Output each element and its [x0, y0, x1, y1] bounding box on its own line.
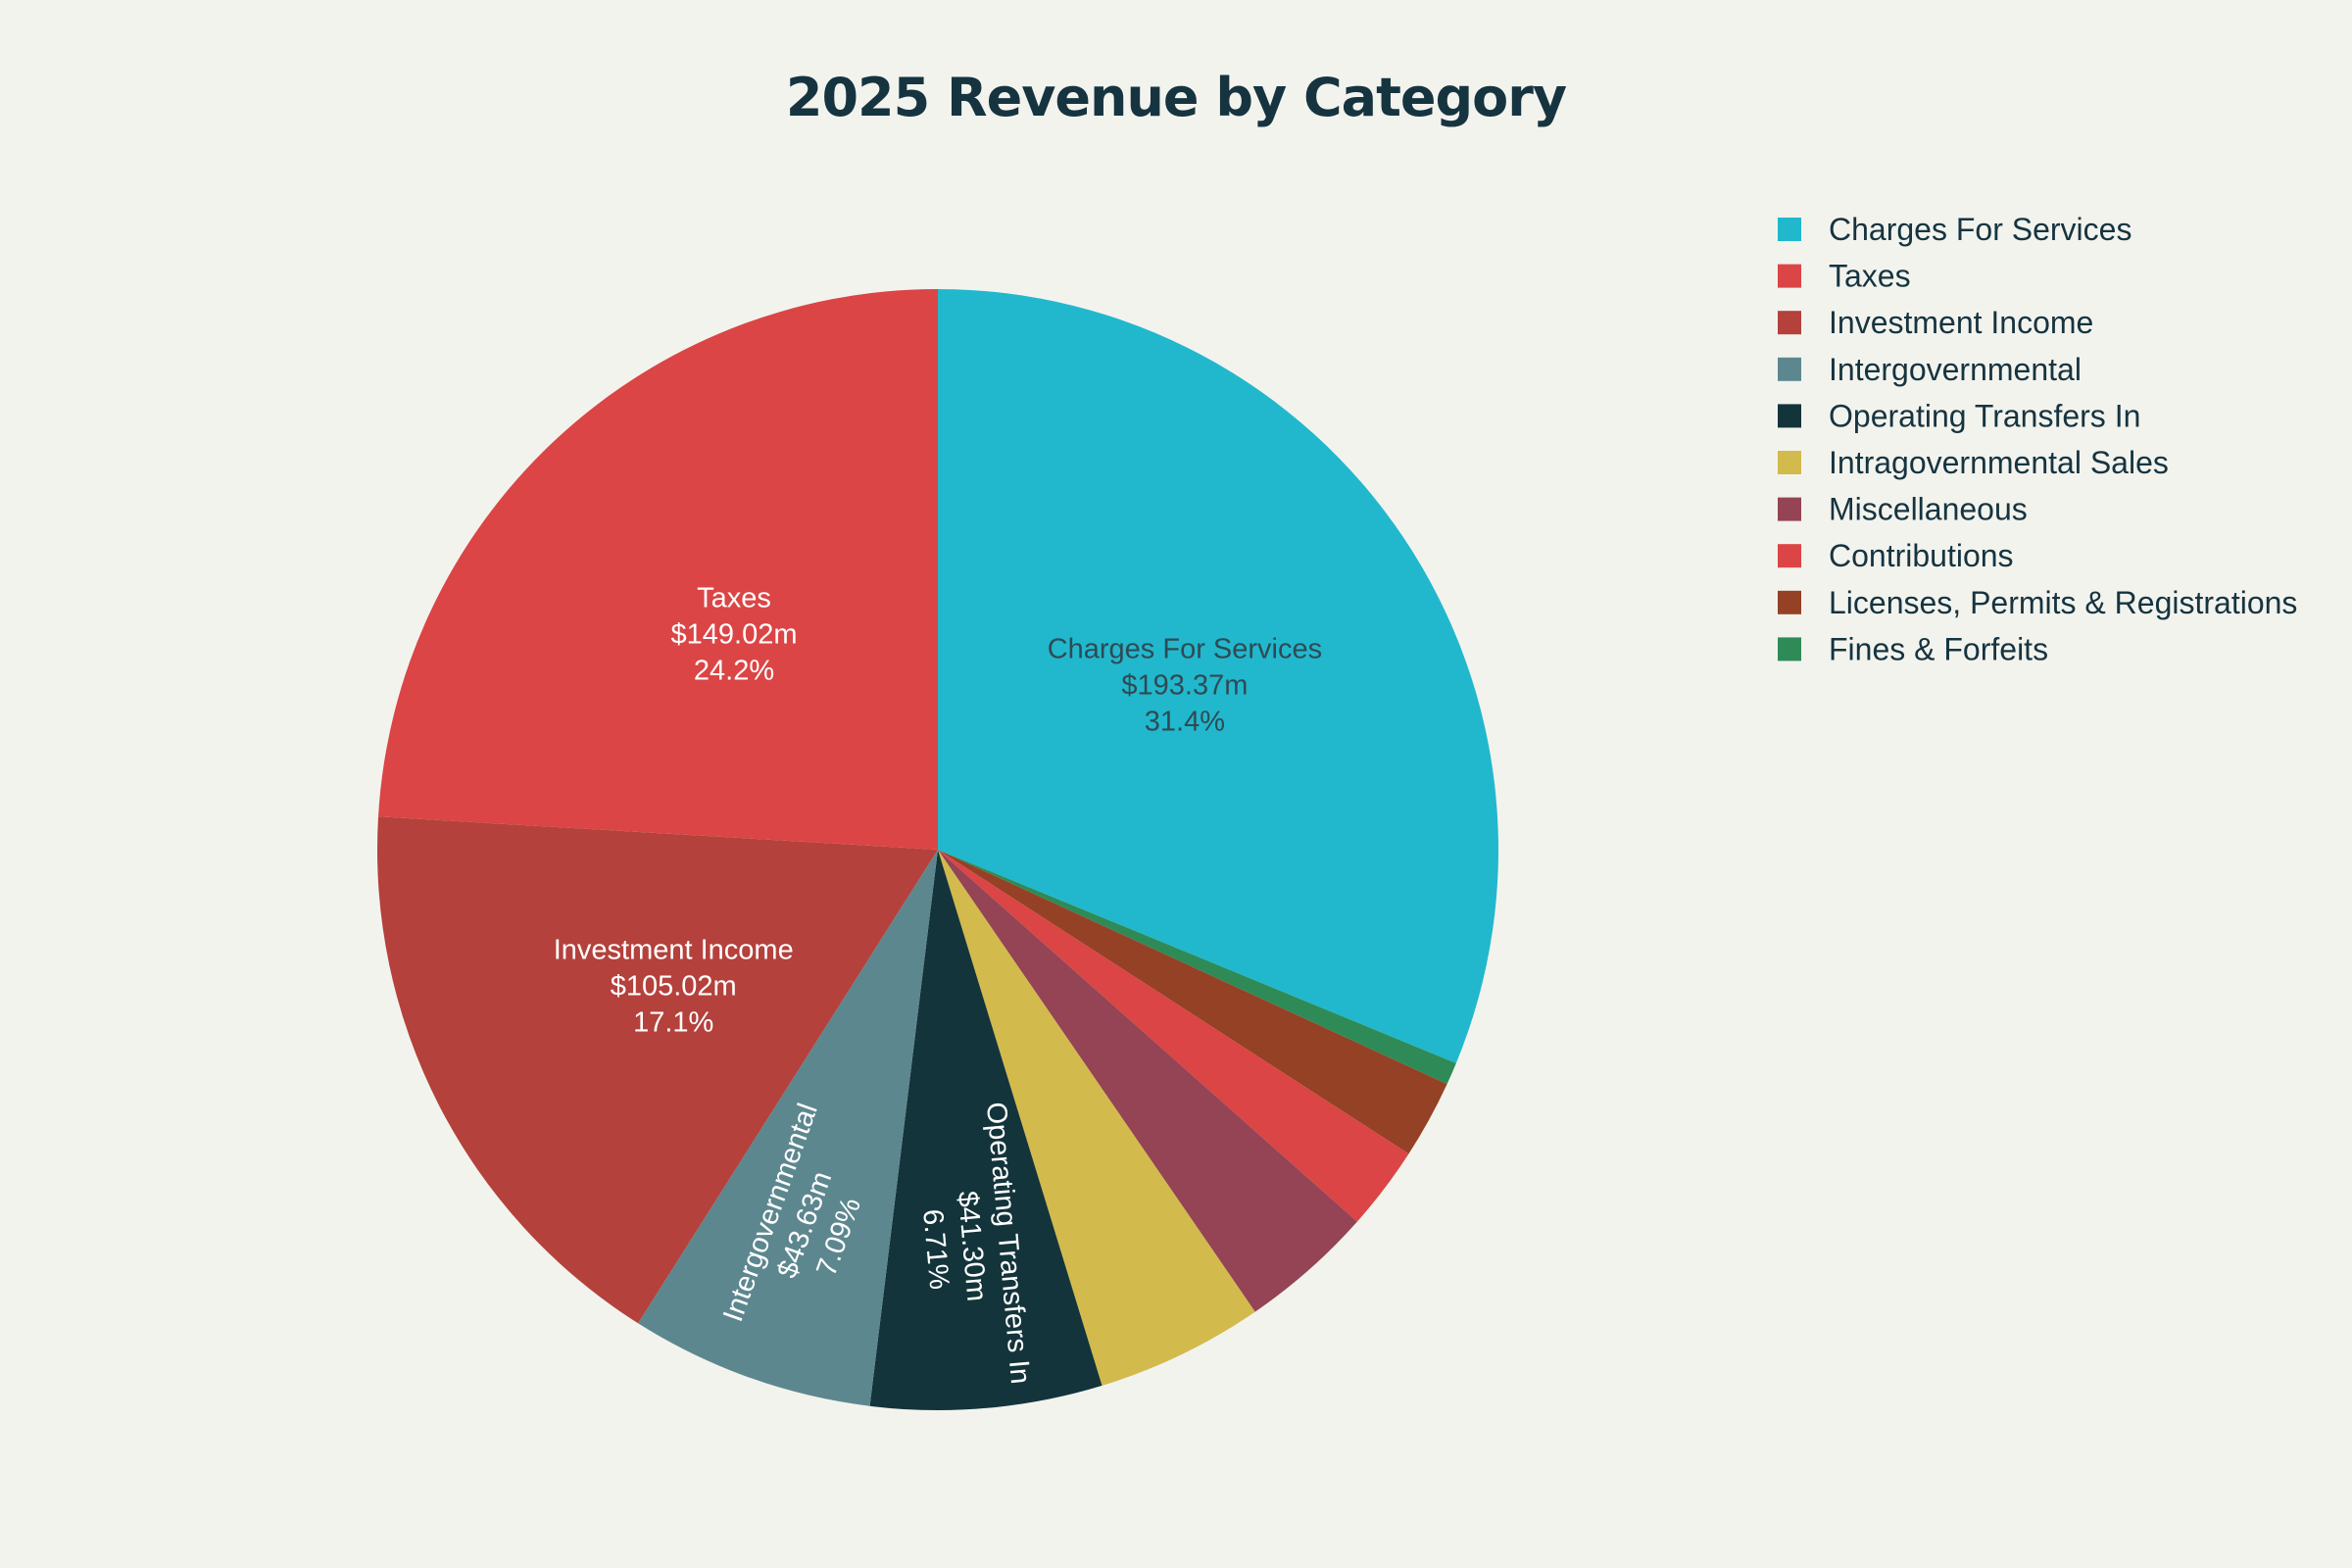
pie-slice-charges-for-services	[938, 289, 1498, 1063]
pie-slice-licenses-permits-and-registrations	[938, 850, 1447, 1154]
pie-slice-fines-and-forfeits	[938, 850, 1456, 1085]
legend-label: Taxes	[1829, 259, 1911, 294]
legend-item-miscellaneous: Miscellaneous	[1778, 492, 2028, 527]
legend-label: Contributions	[1829, 538, 2014, 573]
pie-slice-miscellaneous	[938, 850, 1357, 1312]
legend-item-charges-for-services: Charges For Services	[1778, 212, 2132, 247]
legend-item-intergovernmental: Intergovernmental	[1778, 352, 2082, 387]
pie-slice-investment-income	[377, 816, 938, 1324]
legend-swatch	[1778, 590, 1801, 614]
legend-swatch	[1778, 264, 1801, 288]
legend-item-fines-and-forfeits: Fines & Forfeits	[1778, 631, 2048, 666]
pie-slice-contributions	[938, 850, 1409, 1222]
legend-item-operating-transfers-in: Operating Transfers In	[1778, 398, 2140, 433]
legend-label: Intragovernmental Sales	[1829, 445, 2169, 480]
slice-label-name: Charges For Services	[1048, 633, 1322, 664]
slice-label-name: Taxes	[697, 582, 771, 613]
slice-label-value: $105.02m	[611, 970, 737, 1002]
pie-slice-operating-transfers-in	[869, 850, 1102, 1410]
legend-swatch	[1778, 637, 1801, 662]
legend-swatch	[1778, 218, 1801, 241]
slice-label-value: $149.02m	[671, 618, 798, 650]
legend-label: Fines & Forfeits	[1829, 631, 2048, 666]
chart-title: 2025 Revenue by Category	[786, 67, 1567, 128]
legend-item-intragovernmental-sales: Intragovernmental Sales	[1778, 445, 2169, 480]
legend-item-licenses-permits-and-registrations: Licenses, Permits & Registrations	[1778, 585, 2297, 620]
pie-slices	[377, 288, 1498, 1410]
pie-slice-taxes	[377, 288, 938, 850]
slice-label-percent: 24.2%	[694, 655, 774, 686]
pie-slice-intergovernmental	[638, 850, 938, 1406]
slice-label-charges-for-services: Charges For Services $193.37m 31.4%	[1048, 633, 1322, 737]
legend-label: Intergovernmental	[1829, 352, 2082, 387]
slice-label-value: $193.37m	[1121, 669, 1248, 701]
legend-swatch	[1778, 544, 1801, 568]
pie-slice-intragovernmental-sales	[938, 850, 1255, 1386]
slice-label-percent: 17.1%	[633, 1006, 713, 1038]
slice-label-percent: 6.71%	[916, 1208, 955, 1292]
legend-swatch	[1778, 404, 1801, 428]
legend-item-investment-income: Investment Income	[1778, 305, 2093, 340]
legend-label: Licenses, Permits & Registrations	[1829, 585, 2297, 620]
legend-item-contributions: Contributions	[1778, 538, 2014, 573]
legend-swatch	[1778, 451, 1801, 474]
slice-label-taxes: Taxes $149.02m 24.2%	[671, 582, 798, 686]
legend-label: Charges For Services	[1829, 212, 2132, 247]
slice-label-investment-income: Investment Income $105.02m 17.1%	[554, 934, 794, 1038]
legend-swatch	[1778, 311, 1801, 335]
legend-swatch	[1778, 497, 1801, 521]
slice-label-name: Investment Income	[554, 934, 794, 965]
legend-label: Investment Income	[1829, 305, 2093, 340]
legend-swatch	[1778, 357, 1801, 381]
legend-label: Operating Transfers In	[1829, 398, 2140, 433]
legend-item-taxes: Taxes	[1778, 259, 1911, 294]
legend: Charges For Services Taxes Investment Inco…	[1778, 212, 2297, 666]
legend-label: Miscellaneous	[1829, 492, 2028, 527]
slice-label-percent: 31.4%	[1145, 706, 1225, 737]
